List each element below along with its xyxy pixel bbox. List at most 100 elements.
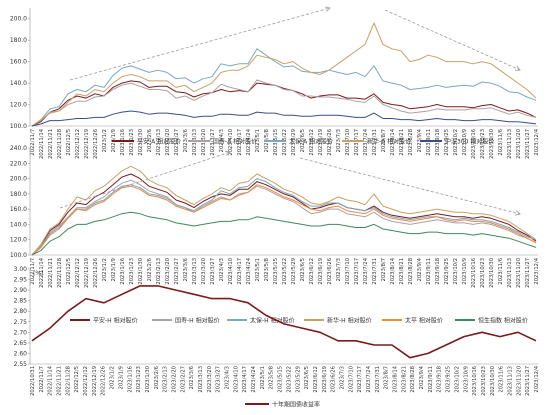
series-line-1	[31, 285, 537, 359]
x-tick-label: 2023/6/5	[304, 366, 310, 389]
legend-label: 国寿-A 相对股价	[213, 138, 257, 146]
x-tick-label: 2022/12/26	[93, 129, 99, 159]
legend-label: 国寿-H 相对股价	[175, 317, 220, 325]
x-tick-label: 2023/9/25	[444, 258, 450, 285]
x-tick-label: 2023/2/6	[154, 366, 160, 389]
x-tick-label: 2023/7/24	[363, 128, 369, 155]
x-tick-label: 2023/2/6	[147, 129, 153, 152]
x-tick-label: 2022/11/14	[48, 365, 54, 396]
x-tick-label: 2023/6/19	[318, 129, 324, 156]
x-tick-label: 2023/5/15	[278, 366, 284, 393]
chart-panel-2: 100.0 120.0 140.0 160.0 180.0 200.0 220.0 240.0…	[10, 145, 540, 325]
chart-panel-3: 2.55 2.60 2.65 2.70 2.75 2.80 2.85 2.90 2.95 3.00…	[14, 266, 540, 409]
x-tick-label: 2023/6/19	[322, 366, 328, 393]
y-tick-label: 160.0	[10, 59, 27, 66]
x-tick-label: 2023/2/20	[165, 129, 171, 156]
y-tick-label: 2.55	[14, 361, 28, 368]
x-tick-label: 2023/10/23	[481, 366, 487, 396]
x-tick-label: 2023/1/23	[129, 129, 135, 156]
x-tick-label: 2023/5/29	[291, 258, 297, 285]
x-tick-label: 2023/6/12	[313, 366, 319, 393]
x-tick-label: 2022/12/19	[84, 129, 90, 159]
y-tick-label: 120.0	[10, 102, 27, 109]
series-line-1	[31, 80, 537, 127]
y-tick-label: 2.75	[14, 319, 28, 326]
x-tick-label: 2023/9/11	[426, 258, 432, 285]
x-tick-label: 2022/11/14	[39, 128, 45, 159]
x-tick-label: 2023/3/27	[210, 129, 216, 156]
x-tick-label: 2023/11/6	[498, 129, 504, 156]
x-tick-label: 2023/4/24	[246, 128, 252, 155]
x-tick-label: 2023/5/1	[255, 258, 261, 281]
x-tick-label: 2023/5/29	[291, 129, 297, 156]
trend-down-arrow	[299, 157, 521, 215]
series-line-5	[31, 110, 537, 127]
x-tick-label: 2023/6/26	[331, 366, 337, 393]
x-tick-label: 2023/7/17	[354, 258, 360, 285]
x-tick-label: 2023/11/20	[516, 258, 522, 288]
x-tick-label: 2023/5/15	[273, 258, 279, 285]
legend-label: 太保-A 相对股价	[289, 138, 333, 146]
x-tick-label: 2022/12/19	[84, 258, 90, 288]
x-tick-label: 2023/2/6	[147, 258, 153, 281]
x-tick-label: 2023/9/11	[426, 129, 432, 156]
x-tick-label: 2022/11/28	[65, 366, 71, 396]
x-tick-label: 2023/4/24	[251, 365, 257, 392]
x-tick-label: 2023/7/17	[357, 366, 363, 393]
x-tick-label: 2023/2/13	[156, 258, 162, 285]
x-tick-label: 2023/2/20	[165, 258, 171, 285]
y-tick-label: 240.0	[10, 145, 27, 152]
x-tick-label: 2023/11/6	[499, 366, 505, 393]
x-tick-label: 2023/7/24	[363, 257, 369, 284]
legend-label: 太保-H 相对股价	[250, 317, 295, 325]
x-tick-label: 2023/1/16	[120, 129, 126, 156]
x-tick-label: 2023/5/8	[269, 366, 275, 389]
x-tick-label: 2023/1/9	[118, 366, 124, 389]
x-tick-label: 2022/11/7	[30, 129, 36, 156]
x-tick-label: 2023/11/13	[507, 366, 513, 396]
y-tick-label: 100.0	[10, 123, 27, 130]
y-tick-label: 180.0	[10, 191, 27, 198]
x-tick-label: 2023/4/17	[237, 258, 243, 285]
x-tick-label: 2023/3/13	[192, 129, 198, 156]
x-tick-label: 2023/6/5	[300, 258, 306, 281]
x-tick-label: 2022/12/19	[92, 366, 98, 396]
x-tick-label: 2023/5/22	[286, 366, 292, 393]
x-tick-label: 2022/12/12	[75, 129, 81, 159]
x-tick-label: 2023/10/2	[453, 258, 459, 285]
x-tick-label: 2023/10/16	[471, 129, 477, 159]
x-tick-label: 2023/1/30	[145, 366, 151, 393]
x-tick-label: 2022/11/21	[57, 366, 63, 396]
x-tick-label: 2023/7/10	[345, 258, 351, 285]
x-tick-label: 2023/10/16	[471, 258, 477, 288]
y-tick-label: 120.0	[10, 237, 27, 244]
series-line-2	[31, 79, 537, 127]
y-tick-label: 180.0	[10, 37, 27, 44]
x-tick-label: 2023/9/11	[428, 366, 434, 393]
x-tick-label: 2023/4/3	[225, 366, 231, 389]
x-tick-label: 2023/9/25	[444, 129, 450, 156]
x-tick-label: 2023/8/28	[408, 258, 414, 285]
arrow-head	[225, 150, 231, 156]
x-tick-label: 2023/8/7	[381, 129, 387, 152]
y-tick-label: 140.0	[10, 221, 27, 228]
x-tick-label: 2023/2/27	[180, 366, 186, 393]
trend-up-arrow	[59, 151, 231, 209]
y-tick-label: 2.80	[14, 308, 28, 315]
x-tick-label: 2023/2/27	[174, 258, 180, 285]
y-tick-label: 200.0	[10, 16, 27, 23]
y-tick-label: 2.85	[14, 298, 28, 305]
x-tick-label: 2023/1/2	[102, 129, 108, 152]
series-line-4	[31, 22, 537, 127]
x-tick-label: 2023/4/3	[219, 129, 225, 152]
legend-label: 沪深300 相对股价	[445, 138, 494, 146]
x-tick-label: 2023/8/21	[399, 258, 405, 285]
arrow-head	[514, 65, 521, 71]
legend-label: 平安-H 相对股价	[93, 317, 138, 325]
x-tick-label: 2023/12/4	[534, 257, 540, 284]
x-tick-label: 2023/1/23	[129, 258, 135, 285]
x-tick-label: 2023/10/2	[454, 366, 460, 393]
x-tick-label: 2022/11/7	[30, 258, 36, 285]
x-tick-label: 2023/10/2	[453, 129, 459, 156]
x-tick-label: 2023/3/20	[207, 366, 213, 393]
